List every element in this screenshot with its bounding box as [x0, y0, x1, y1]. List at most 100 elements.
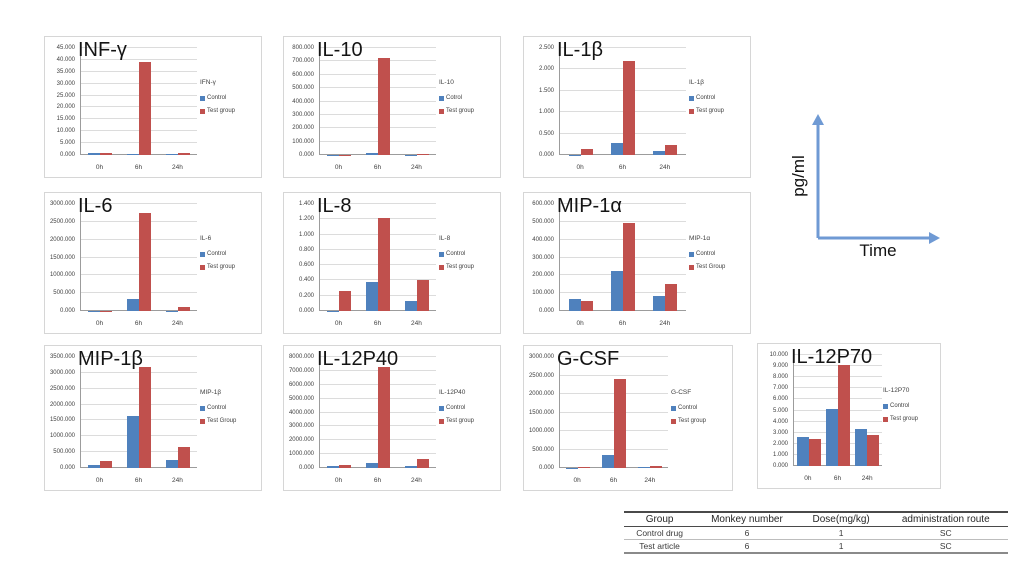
chart-title: IL-1β: [557, 39, 603, 61]
y-tick-label: 30.000: [56, 80, 75, 87]
bar-test-group-24h: [665, 145, 677, 155]
axis-annotation: pg/ml Time: [782, 108, 957, 268]
y-tick-label: 5.000: [59, 140, 75, 147]
gridline: [560, 220, 686, 222]
bar-group-0h: [81, 357, 120, 468]
legend-title: G-CSF: [671, 389, 692, 397]
y-tick-label: 200.000: [532, 272, 554, 279]
gridline: [560, 203, 686, 204]
bar-group-24h: [158, 48, 197, 155]
legend: IL-1β Control Test group: [689, 79, 747, 121]
x-tick-label: 6h: [134, 477, 143, 484]
bar-control-0h: [88, 152, 101, 155]
y-tick-label: 5000.000: [288, 395, 314, 402]
y-axis: 0.000 500.000 1000.000 1500.000 2000.000 2500…: [45, 354, 78, 471]
legend: IFN-γ Control Test group: [200, 79, 258, 121]
table-cell: Control drug: [624, 526, 696, 540]
y-tick-label: 4000.000: [288, 409, 314, 416]
y-axis: 0.000 1000.000 2000.000 3000.000 4000.000 500…: [284, 354, 317, 471]
legend-entry-control: Control: [200, 405, 258, 411]
x-tick-label: 6h: [373, 164, 382, 171]
y-tick-label: 0.000: [59, 152, 75, 158]
legend-title: IL-12P40: [439, 389, 466, 397]
x-tick-label: 0h: [804, 475, 812, 482]
chart-title: MIP-1α: [557, 195, 622, 217]
y-axis: 0.000 100.000 200.000 300.000 400.000 500.000…: [524, 201, 557, 314]
test-group-color-swatch: [439, 264, 444, 270]
bar-group-6h: [823, 355, 852, 466]
table-cell: 1: [798, 526, 884, 540]
bar-test-group-0h: [581, 149, 593, 155]
x-tick-label: 24h: [659, 320, 671, 327]
y-tick-label: 2.500: [538, 45, 554, 51]
legend-entry-control: Cotrol: [439, 95, 497, 101]
legend-title: IL-10: [439, 79, 454, 86]
bar-control-24h: [855, 429, 868, 466]
bar-test-group-24h: [867, 434, 880, 466]
legend-label: Control: [890, 403, 910, 410]
bar-test-group-24h: [177, 306, 190, 311]
chart-title: IL-6: [78, 195, 113, 217]
x-tick-label: 24h: [172, 164, 183, 171]
control-color-swatch: [439, 251, 444, 257]
bar-test-group-24h: [416, 153, 429, 155]
test-group-color-swatch: [439, 418, 444, 424]
test-group-color-swatch: [200, 418, 205, 424]
legend-entry-test-group: Test group: [439, 264, 497, 270]
plot-area: [793, 354, 882, 466]
x-tick-label: 24h: [644, 477, 656, 484]
y-tick-label: 3000.000: [49, 369, 75, 376]
plot-area: [80, 47, 197, 155]
bar-group-24h: [397, 204, 436, 311]
bar-test-group-0h: [100, 153, 113, 155]
y-tick-label: 25.000: [56, 92, 75, 99]
plot-area: [559, 203, 686, 311]
legend-entry-control: Control: [439, 405, 497, 411]
gridline: [320, 203, 436, 204]
legend-label: Control: [678, 405, 698, 412]
plot-area: [319, 356, 436, 468]
legend-title: IL-1β: [689, 79, 704, 86]
x-tick-label: 24h: [411, 320, 422, 327]
bar-group-24h: [644, 204, 686, 311]
legend-title: IFN-γ: [200, 79, 216, 86]
y-tick-label: 1000.000: [49, 433, 75, 440]
gridline: [81, 356, 197, 357]
y-tick-label: 300.000: [532, 254, 554, 261]
y-tick-label: 3000.000: [49, 201, 75, 207]
table-cell: 6: [744, 541, 750, 551]
y-tick-label: 1000.000: [49, 272, 75, 279]
y-tick-label: 10.000: [769, 352, 788, 358]
control-color-swatch: [671, 405, 676, 411]
bar-group-0h: [320, 48, 359, 155]
y-tick-label: 6000.000: [288, 381, 314, 388]
y-tick-label: 1.000: [538, 109, 554, 116]
y-tick-label: 10.000: [56, 128, 75, 135]
y-tick-label: 600.000: [292, 71, 314, 78]
legend: IL-12P40 Control Test group: [439, 389, 497, 431]
chart-inf: INF-γ 0.000 5.000 10.000 15.000 20.000 25.000…: [44, 36, 262, 178]
legend-entry-test-group: Test group: [439, 108, 497, 114]
bar-group-24h: [158, 357, 197, 468]
y-tick-label: 1.500: [538, 87, 554, 94]
y-tick-label: 0.200: [298, 292, 314, 299]
x-tick-label: 6h: [618, 164, 627, 171]
legend-entry-control: Control: [671, 405, 729, 411]
x-axis: 0h 6h 24h: [559, 475, 668, 485]
chart-il-1: IL-1β 0.000 0.500 1.000 1.500 2.000 2.500 0h 6…: [523, 36, 751, 178]
chart-il-12p70: IL-12P70 0.000 1.000 2.000 3.000 4.000 5.000 6…: [757, 343, 941, 489]
table-header-row: Group Monkey number Dose(mg/kg) administrat…: [624, 512, 1008, 527]
bar-test-group-24h: [177, 447, 190, 468]
chart-il-12p40: IL-12P40 0.000 1000.000 2000.000 3000.000 40…: [283, 345, 501, 491]
table-cell: 1: [838, 541, 844, 551]
y-tick-label: 4.000: [772, 418, 788, 425]
y-tick-label: 9.000: [772, 363, 788, 370]
x-tick-label: 6h: [134, 164, 143, 171]
y-tick-label: 2500.000: [528, 372, 554, 379]
bar-control-6h: [126, 415, 139, 468]
table-row: Control drug 6 1 SC: [624, 526, 1008, 540]
bar-group-6h: [120, 48, 159, 155]
x-axis-arrow-icon: [818, 232, 940, 244]
x-tick-label: 6h: [373, 477, 382, 484]
y-tick-label: 500.000: [292, 85, 314, 92]
